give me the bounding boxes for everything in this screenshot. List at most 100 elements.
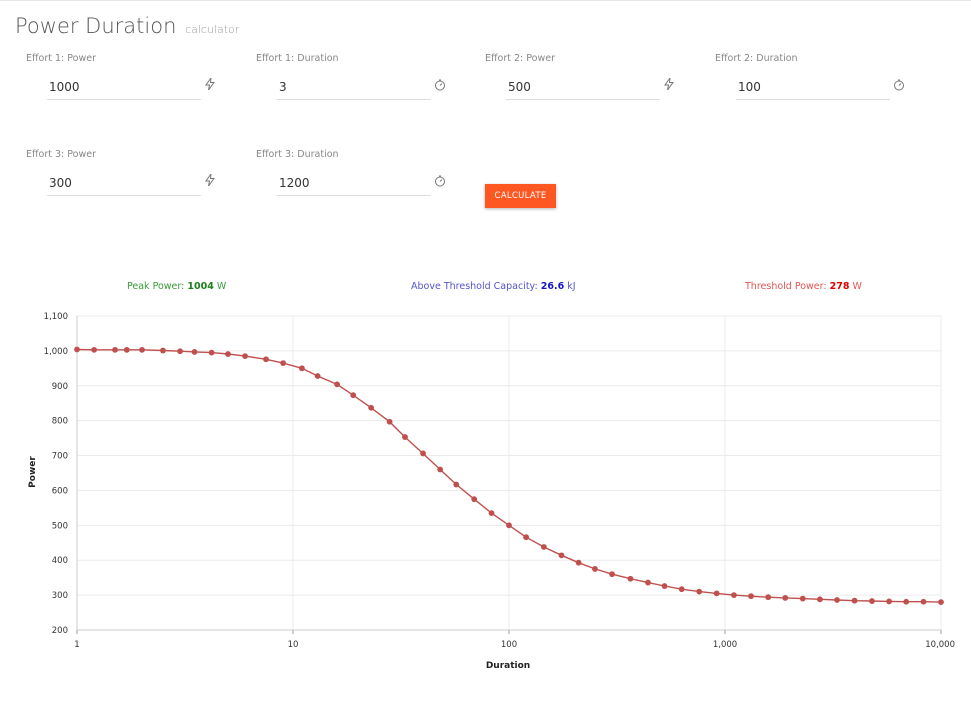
data-point [453, 481, 460, 488]
data-point [506, 522, 512, 529]
y-tick-label: 200 [52, 626, 68, 636]
threshold-power-value: 278 [829, 281, 850, 292]
data-point [920, 598, 927, 605]
effort1-duration-input[interactable] [277, 75, 431, 100]
peak-power-label: Peak Power: [127, 281, 185, 292]
x-tick-label: 10 [288, 640, 299, 650]
data-point [191, 349, 198, 355]
data-point [299, 365, 305, 372]
data-point [661, 583, 668, 589]
threshold-power-label: Threshold Power: [745, 281, 827, 292]
data-point [782, 595, 789, 601]
data-point [91, 346, 98, 353]
stopwatch-icon [435, 79, 445, 91]
effort3-power-input[interactable] [47, 171, 201, 196]
y-tick-label: 500 [52, 521, 68, 531]
y-tick-label: 400 [52, 556, 68, 566]
effort1-power-input[interactable] [47, 75, 201, 100]
lightning-icon [205, 78, 215, 90]
data-point [713, 590, 720, 597]
peak-power-stat: Peak Power: 1004 W [127, 281, 226, 292]
data-point [420, 450, 426, 457]
data-point [523, 534, 530, 541]
data-point [314, 373, 321, 379]
data-point [350, 392, 357, 399]
y-tick-label: 1,100 [44, 312, 68, 322]
data-point [402, 434, 408, 440]
data-point [886, 598, 892, 605]
atc-unit: kJ [567, 281, 576, 292]
y-tick-label: 900 [52, 382, 68, 392]
title-subtitle: calculator [185, 23, 240, 36]
data-point [678, 586, 685, 593]
atc-stat: Above Threshold Capacity: 26.6 kJ [411, 281, 576, 292]
effort3-duration-label: Effort 3: Duration [256, 149, 339, 160]
title-text: Power Duration [15, 14, 177, 38]
effort2-duration-input[interactable] [736, 75, 890, 100]
effort2-power-label: Effort 2: Power [485, 53, 555, 64]
data-point [592, 566, 598, 572]
data-point [627, 575, 634, 582]
data-point [263, 356, 269, 363]
data-point [208, 349, 215, 356]
data-point [280, 360, 287, 366]
power-duration-chart: 200 300 400 500 600 700 800 900 1,000 1,100 1 10 100… [28, 312, 955, 671]
data-point [540, 544, 547, 550]
x-tick-label: 1,000 [713, 640, 737, 650]
data-point [558, 552, 565, 559]
y-tick-label: 300 [52, 591, 68, 601]
data-point [160, 347, 166, 354]
data-point [575, 559, 582, 566]
atc-value: 26.6 [540, 281, 565, 292]
data-point [386, 418, 393, 425]
x-tick-label: 10,000 [925, 640, 955, 650]
y-tick-label: 800 [52, 417, 68, 427]
data-point [903, 598, 910, 605]
y-tick-label: 600 [52, 486, 68, 496]
data-point [645, 579, 651, 586]
data-point [834, 597, 840, 603]
data-point [225, 351, 231, 357]
data-point [748, 593, 754, 600]
data-point [471, 496, 478, 503]
data-point [799, 595, 806, 602]
effort2-power-input[interactable] [506, 75, 660, 100]
threshold-power-unit: W [852, 281, 862, 292]
y-tick-label: 1,000 [44, 347, 68, 357]
top-divider [0, 0, 971, 1]
x-tick-label: 100 [501, 640, 517, 650]
threshold-power-stat: Threshold Power: 278 W [745, 281, 862, 292]
data-point [765, 594, 772, 601]
y-axis-title: Power [28, 456, 38, 488]
peak-power-value: 1004 [187, 281, 214, 292]
y-tick-label: 700 [52, 452, 68, 462]
data-point [816, 596, 823, 603]
calculate-button[interactable]: CALCULATE [485, 184, 556, 208]
data-point [731, 592, 737, 599]
data-point [488, 510, 495, 517]
data-point [334, 381, 340, 388]
data-point [851, 597, 858, 604]
effort1-duration-label: Effort 1: Duration [256, 53, 339, 64]
data-point [609, 571, 615, 578]
x-tick-label: 1 [74, 640, 79, 650]
data-point [437, 466, 444, 473]
stopwatch-icon [894, 79, 904, 91]
peak-power-unit: W [216, 281, 227, 292]
effort3-power-label: Effort 3: Power [26, 149, 96, 160]
lightning-icon [664, 78, 674, 90]
data-point [74, 346, 80, 353]
effort1-power-label: Effort 1: Power [26, 53, 96, 64]
data-point [123, 346, 130, 353]
data-point [177, 348, 183, 355]
data-point [139, 346, 145, 353]
atc-label: Above Threshold Capacity: [411, 281, 538, 292]
data-point [368, 404, 375, 411]
data-point [112, 346, 118, 353]
data-point [696, 588, 703, 595]
effort2-duration-label: Effort 2: Duration [715, 53, 798, 64]
lightning-icon [205, 174, 215, 186]
data-point [938, 599, 944, 605]
effort3-duration-input[interactable] [277, 171, 431, 196]
page-title: Power Duration calculator [15, 14, 239, 38]
